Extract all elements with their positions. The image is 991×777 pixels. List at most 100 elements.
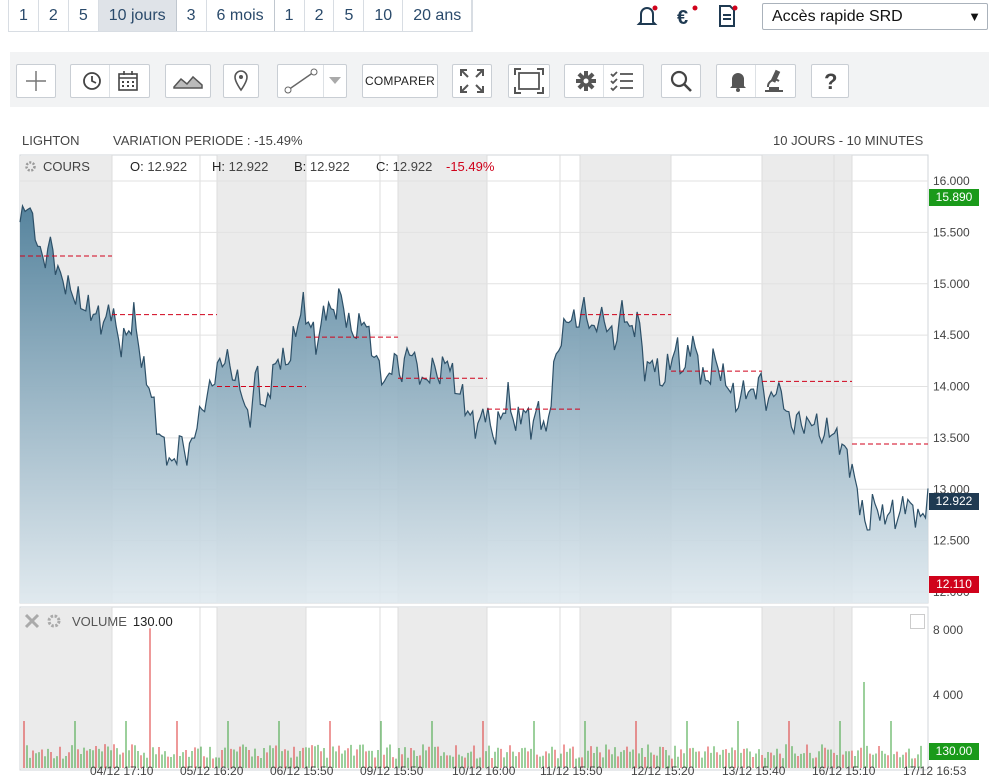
history-button[interactable] (74, 65, 110, 97)
gear-icon[interactable] (46, 613, 62, 629)
high-value: 12.922 (228, 159, 269, 174)
price-area (20, 205, 928, 603)
help-button[interactable]: ? (811, 64, 849, 98)
crosshair-icon (26, 71, 46, 91)
last-price-badge: 12.922 (929, 493, 979, 510)
price-tick-label: 14.500 (933, 328, 970, 342)
ohlc-low: B: 12.922 (294, 159, 350, 174)
volume-header: VOLUME 130.00 (24, 613, 173, 629)
ohlc-open: O: 12.922 (130, 159, 187, 174)
search-button[interactable] (661, 64, 701, 98)
checklist-icon (610, 71, 633, 92)
period-button[interactable]: 2 (38, 0, 69, 31)
gear-icon (575, 71, 596, 91)
indicators-button[interactable] (604, 65, 640, 97)
euro-alert-icon[interactable]: € (674, 3, 700, 29)
calendar-icon (118, 71, 138, 91)
chart-type-button[interactable] (165, 64, 211, 98)
volume-badge: 130.00 (929, 743, 979, 760)
date-tick-label: 05/12 16:20 (180, 764, 244, 777)
volume-tick-label: 4 000 (933, 688, 963, 702)
period-button[interactable]: 20 ans (403, 0, 473, 31)
period-button[interactable]: 1 (274, 0, 305, 31)
search-icon (670, 70, 692, 92)
draw-tools-group (277, 64, 347, 98)
period-button[interactable]: 5 (68, 0, 99, 31)
analysis-button[interactable] (756, 65, 792, 97)
compare-button[interactable]: COMPARER (362, 64, 438, 98)
volume-label: VOLUME (72, 613, 127, 629)
price-line (19, 203, 929, 531)
date-tick-label: 10/12 16:00 (452, 764, 516, 777)
chart-toolbar: COMPARER ? (10, 52, 989, 107)
question-icon: ? (824, 69, 837, 93)
fullscreen-button[interactable] (452, 64, 492, 98)
session-shade (580, 608, 671, 769)
date-tick-label: 12/12 15:20 (631, 764, 695, 777)
top-icons: € (634, 3, 740, 29)
period-button[interactable]: 6 mois (206, 0, 275, 31)
marker-button[interactable] (223, 64, 259, 98)
svg-text:€: € (677, 7, 688, 29)
period-button[interactable]: 1 (9, 0, 39, 31)
price-tick-label: 14.000 (933, 380, 970, 394)
period-button[interactable]: 5 (334, 0, 365, 31)
date-tick-label: 16/12 15:10 (812, 764, 876, 777)
gear-icon[interactable] (24, 160, 37, 173)
price-tick-label: 12.500 (933, 534, 970, 548)
svg-text:?: ? (824, 69, 837, 93)
settings-button[interactable] (568, 65, 604, 97)
close-icon[interactable] (24, 613, 40, 629)
session-shade (762, 608, 852, 769)
price-tick-label: 13.500 (933, 431, 970, 445)
close-label: C: (376, 159, 389, 174)
ohlc-change: -15.49% (446, 159, 495, 174)
trendline-button[interactable] (278, 65, 324, 97)
crosshair-button[interactable] (16, 64, 56, 98)
price-tick-label: 16.000 (933, 174, 970, 188)
series-header: COURS (24, 159, 90, 174)
map-pin-icon (234, 70, 248, 92)
period-button[interactable]: 10 (364, 0, 404, 31)
volume-value: 130.00 (132, 613, 173, 629)
open-label: O: (130, 159, 144, 174)
price-tick-label: 15.000 (933, 277, 970, 291)
low-value: 12.922 (309, 159, 350, 174)
range-label: 10 JOURS - 10 MINUTES (773, 133, 924, 148)
series-label: COURS (43, 159, 90, 174)
quick-access-value: Accès rapide SRD (772, 8, 903, 25)
ticker-label: LIGHTON (22, 133, 80, 148)
draw-dropdown-button[interactable] (324, 65, 346, 97)
period-button[interactable]: 3 (176, 0, 207, 31)
quick-access-select[interactable]: Accès rapide SRD ▼ (762, 3, 988, 30)
period-button[interactable]: 2 (304, 0, 335, 31)
period-button[interactable]: 10 jours (98, 0, 177, 31)
high-price-badge: 15.890 (929, 189, 979, 206)
calendar-button[interactable] (110, 65, 146, 97)
time-tools-group (70, 64, 150, 98)
session-shade (398, 608, 487, 769)
microscope-icon (765, 69, 783, 92)
document-alert-icon[interactable] (714, 3, 740, 29)
volume-tick-label: 8 000 (933, 623, 963, 637)
alert-button[interactable] (720, 65, 756, 97)
clock-icon (82, 72, 101, 90)
screenshot-button[interactable] (508, 64, 550, 98)
price-tick-label: 15.500 (933, 225, 970, 239)
date-tick-label: 06/12 15:50 (270, 764, 334, 777)
date-tick-label: 11/12 15:50 (540, 764, 603, 777)
alert-bell-icon[interactable] (634, 3, 660, 29)
frame-icon (514, 68, 544, 94)
low-price-badge: 12.110 (929, 576, 979, 593)
price-tick-label: 13.000 (933, 482, 970, 496)
volume-panel-checkbox[interactable] (910, 614, 925, 629)
bell-icon (729, 73, 746, 92)
high-label: H: (212, 159, 225, 174)
date-tick-label: 17/12 16:53 (903, 764, 967, 777)
date-tick-label: 09/12 15:50 (360, 764, 424, 777)
chevron-down-icon: ▼ (968, 9, 981, 24)
settings-group (564, 64, 644, 98)
date-tick-label: 13/12 15:40 (722, 764, 786, 777)
mountain-chart-icon (173, 75, 203, 89)
